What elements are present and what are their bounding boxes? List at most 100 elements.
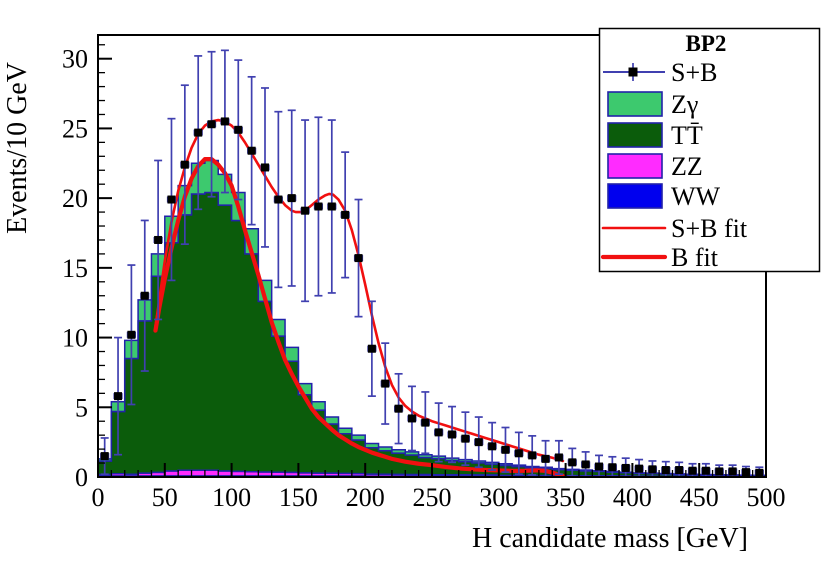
legend-entry-Bfit: B fit (600, 243, 719, 272)
data-point (260, 87, 270, 248)
data-point (233, 59, 243, 201)
data-point (460, 411, 470, 466)
marker-square (407, 414, 416, 423)
marker-square (608, 463, 617, 472)
marker-square (180, 160, 189, 169)
data-point (754, 466, 764, 478)
data-point (554, 439, 564, 476)
data-point (140, 219, 150, 372)
x-tick-label: 50 (152, 483, 178, 512)
marker-square (207, 120, 216, 129)
y-tick-label: 25 (62, 114, 88, 143)
data-point (434, 402, 444, 463)
legend-entry-Z: Zγ (607, 90, 698, 119)
legend-entry-ZZ: ZZ (607, 152, 703, 181)
legend-label: Zγ (671, 90, 698, 119)
data-point (728, 464, 738, 478)
marker-square (301, 206, 310, 215)
data-point (581, 451, 591, 478)
data-point (500, 426, 511, 473)
legend-label: S+B fit (671, 214, 748, 243)
data-point (287, 109, 297, 287)
data-point (113, 336, 123, 456)
y-tick-label: 5 (75, 393, 88, 422)
legend-swatch (607, 122, 663, 148)
legend-entry-WW: WW (607, 182, 721, 211)
data-point (313, 116, 324, 297)
data-point (273, 110, 283, 289)
marker-square (755, 468, 764, 477)
x-tick-label: 200 (346, 483, 385, 512)
data-point (447, 405, 457, 464)
x-tick-label: 300 (479, 483, 518, 512)
marker-square (635, 464, 644, 473)
marker-square (514, 449, 523, 458)
marker-square (728, 467, 737, 476)
x-axis: 0 50 100 150 200 250 300 350 400 450 500 (92, 463, 786, 512)
marker-square (287, 194, 296, 203)
data-point (327, 119, 337, 294)
marker-square (621, 463, 630, 472)
marker-square (421, 418, 430, 427)
marker-square (140, 291, 149, 300)
x-tick-label: 350 (546, 483, 585, 512)
marker-square (581, 460, 590, 469)
marker-square (688, 466, 697, 475)
data-point (714, 464, 724, 478)
x-tick-label: 150 (279, 483, 318, 512)
marker-square (595, 462, 603, 471)
data-point (394, 372, 404, 445)
legend-title: BP2 (686, 31, 727, 56)
legend-label: B fit (671, 243, 719, 272)
marker-square (367, 344, 376, 353)
data-point (100, 437, 110, 476)
marker-square (194, 128, 203, 137)
marker-square (354, 254, 363, 263)
data-point (220, 49, 230, 194)
marker-square (327, 202, 336, 211)
legend-label: ZZ (671, 152, 703, 181)
data-point (634, 458, 644, 478)
marker-square (114, 392, 123, 401)
x-axis-title: H candidate mass [GeV] (472, 523, 748, 554)
y-tick-label: 30 (62, 45, 88, 74)
fit-curve-B-fit (153, 156, 566, 478)
x-tick-label: 100 (212, 483, 251, 512)
data-point (527, 435, 537, 476)
marker-square (154, 235, 163, 244)
marker-square (381, 379, 390, 388)
x-tick-label: 0 (92, 483, 105, 512)
data-point (193, 55, 203, 211)
legend-marker-square (628, 67, 638, 77)
legend-label: TT̄ (671, 121, 703, 150)
data-point (474, 416, 484, 469)
marker-square (247, 146, 256, 155)
data-point (367, 300, 377, 397)
legend-swatch (607, 183, 663, 209)
data-points-with-error-bars (100, 49, 764, 478)
marker-square (554, 453, 563, 462)
data-point (153, 159, 163, 321)
data-point (126, 264, 136, 406)
marker-square (488, 442, 497, 451)
legend-label: WW (671, 182, 721, 211)
marker-square (448, 430, 457, 439)
marker-square (741, 468, 750, 477)
legend-entry-S+Bfit: S+B fit (601, 214, 748, 243)
marker-square (541, 454, 550, 463)
marker-square (568, 458, 577, 467)
marker-square (167, 195, 176, 204)
data-point (741, 465, 751, 478)
data-point (300, 119, 310, 303)
data-point (340, 151, 350, 279)
marker-square (675, 466, 684, 475)
marker-square (314, 202, 323, 211)
marker-square (461, 434, 470, 443)
marker-square (648, 465, 657, 474)
y-tick-label: 10 (62, 324, 88, 353)
marker-square (100, 452, 109, 461)
legend-entry-TT: TT̄ (607, 121, 703, 150)
